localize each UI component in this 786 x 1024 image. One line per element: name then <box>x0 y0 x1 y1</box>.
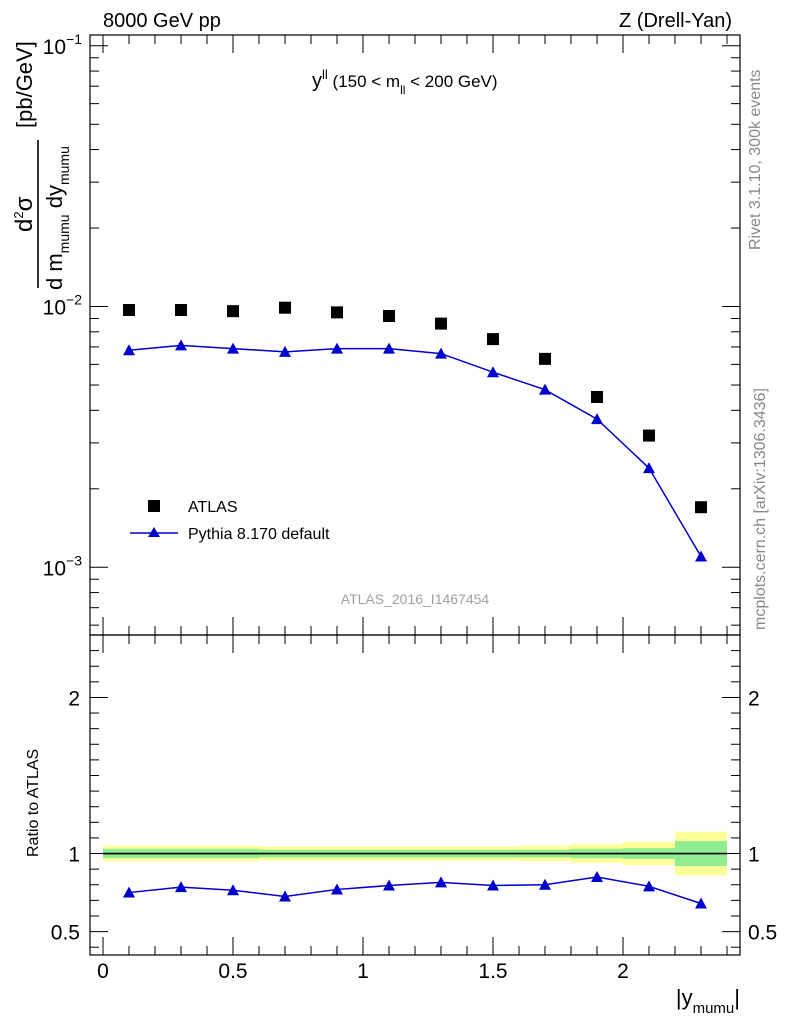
y-label-dy: dy <box>42 185 67 214</box>
legend-marker-pythia <box>148 527 160 537</box>
mc-point-main <box>383 342 395 354</box>
atlas-point <box>643 429 655 442</box>
main-y-axis-label: d2σ d mmumu dymumu [pb/GeV] <box>11 41 72 290</box>
ratio-axis-ticks <box>90 634 740 955</box>
atlas-point <box>695 501 707 514</box>
ratio-y-tick-label-right: 0.5 <box>748 922 777 945</box>
mc-point-main <box>487 366 499 378</box>
y-label-unit: [pb/GeV] <box>12 41 37 128</box>
x-tick-label: 0.5 <box>218 960 247 983</box>
x-axis-label: |ymumu| <box>676 985 740 1017</box>
main-y-tick-labels: 10−1 10−2 10−3 <box>43 31 83 581</box>
title-y: y <box>312 70 322 92</box>
ratio-y-tick-label-right: 2 <box>748 687 760 710</box>
mc-point-ratio <box>643 880 655 892</box>
x-tick-labels: 0 0.5 1 1.5 2 <box>97 960 629 983</box>
title-mass-range: (150 < m <box>328 72 400 91</box>
ratio-y-tick-label-left: 1 <box>68 844 80 867</box>
atlas-point <box>435 317 447 330</box>
atlas-point <box>591 390 603 403</box>
atlas-point <box>279 301 291 314</box>
mc-point-main <box>175 339 187 351</box>
mc-point-main <box>123 344 135 356</box>
mc-line-ratio <box>128 876 702 905</box>
x-tick-label: 2 <box>617 960 629 983</box>
x-label-close: | <box>734 985 740 1010</box>
mc-line-main <box>128 344 702 557</box>
rivet-version-label: Rivet 3.1.10, 300k events <box>747 69 764 250</box>
data-series-main <box>123 301 707 514</box>
panel-title: yll (150 < mll < 200 GeV) <box>312 67 498 97</box>
y-label-dm: d m <box>42 253 67 290</box>
header-right-label: Z (Drell-Yan) <box>619 10 732 32</box>
mc-point-ratio <box>175 881 187 893</box>
mc-series-main <box>123 339 707 562</box>
mc-series-ratio <box>123 870 707 909</box>
x-tick-label: 0 <box>97 960 109 983</box>
title-m-subscript: ll <box>400 83 405 97</box>
main-panel: 10−110−210−3 yll (150 < mll < 200 GeV) d… <box>11 31 741 636</box>
legend: ATLAS Pythia 8.170 default <box>130 499 330 543</box>
title-mass-upper: < 200 GeV) <box>405 72 497 91</box>
y-label-d-exponent: 2 <box>11 211 26 218</box>
atlas-point <box>331 306 343 319</box>
mc-point-ratio <box>279 890 291 902</box>
atlas-point <box>123 303 135 316</box>
ratio-y-tick-labels: 0.5 0.5 1 1 2 2 <box>51 687 777 944</box>
atlas-point <box>539 352 551 365</box>
mc-point-ratio <box>539 878 551 890</box>
mc-point-main <box>331 342 343 354</box>
main-y-tick-label: 10−2 <box>43 292 83 320</box>
legend-label-atlas: ATLAS <box>188 499 238 516</box>
x-label-subscript: mumu <box>693 1000 735 1017</box>
mc-point-main <box>591 413 603 425</box>
atlas-point <box>487 333 499 346</box>
y-label-denominator: d mmumu dymumu <box>42 146 72 290</box>
ratio-panel: 0.5 0.5 1 1 2 2 0 0.5 1 1.5 2 Ratio to ATLAS |ymu… <box>25 634 777 1017</box>
atlas-point <box>175 303 187 316</box>
mc-point-ratio <box>383 879 395 891</box>
atlas-point <box>383 309 395 322</box>
mc-point-main <box>539 383 551 395</box>
x-label-open: |y <box>676 985 693 1010</box>
mc-point-ratio <box>695 897 707 909</box>
y-label-sigma: σ <box>11 196 38 211</box>
main-axis-ticks <box>90 35 740 635</box>
title-y-superscript: ll <box>322 67 328 82</box>
legend-label-pythia: Pythia 8.170 default <box>188 526 330 543</box>
mc-point-main <box>227 342 239 354</box>
mc-point-ratio <box>227 884 239 896</box>
mc-point-ratio <box>123 886 135 898</box>
ratio-y-axis-label: Ratio to ATLAS <box>25 749 42 857</box>
legend-marker-atlas <box>148 500 160 512</box>
ratio-y-tick-label-right: 1 <box>748 844 760 867</box>
main-y-tick-label: 10−3 <box>43 552 83 580</box>
main-panel-frame <box>89 34 741 636</box>
main-y-tick-label: 10−1 <box>43 31 83 59</box>
y-label-numerator: d2σ <box>11 196 38 232</box>
header-left-label: 8000 GeV pp <box>103 10 221 32</box>
mc-point-ratio <box>591 870 603 882</box>
y-label-m-subscript: mumu <box>56 214 72 253</box>
ratio-y-tick-label-left: 0.5 <box>51 922 80 945</box>
mc-point-main <box>695 550 707 562</box>
x-tick-label: 1.5 <box>478 960 507 983</box>
atlas-point <box>227 305 239 318</box>
mc-point-ratio <box>435 876 447 888</box>
ratio-y-tick-label-left: 2 <box>68 687 80 710</box>
mc-point-main <box>643 462 655 474</box>
mc-point-main <box>279 345 291 357</box>
y-label-y-subscript: mumu <box>56 146 72 185</box>
mc-point-ratio <box>331 883 343 895</box>
source-site-label: mcplots.cern.ch [arXiv:1306.3436] <box>752 388 769 630</box>
mc-point-ratio <box>487 879 499 891</box>
mc-point-main <box>435 347 447 359</box>
y-label-d: d <box>11 219 38 232</box>
analysis-watermark: ATLAS_2016_I1467454 <box>341 591 490 607</box>
x-tick-label: 1 <box>357 960 369 983</box>
ratio-panel-frame <box>89 634 741 956</box>
